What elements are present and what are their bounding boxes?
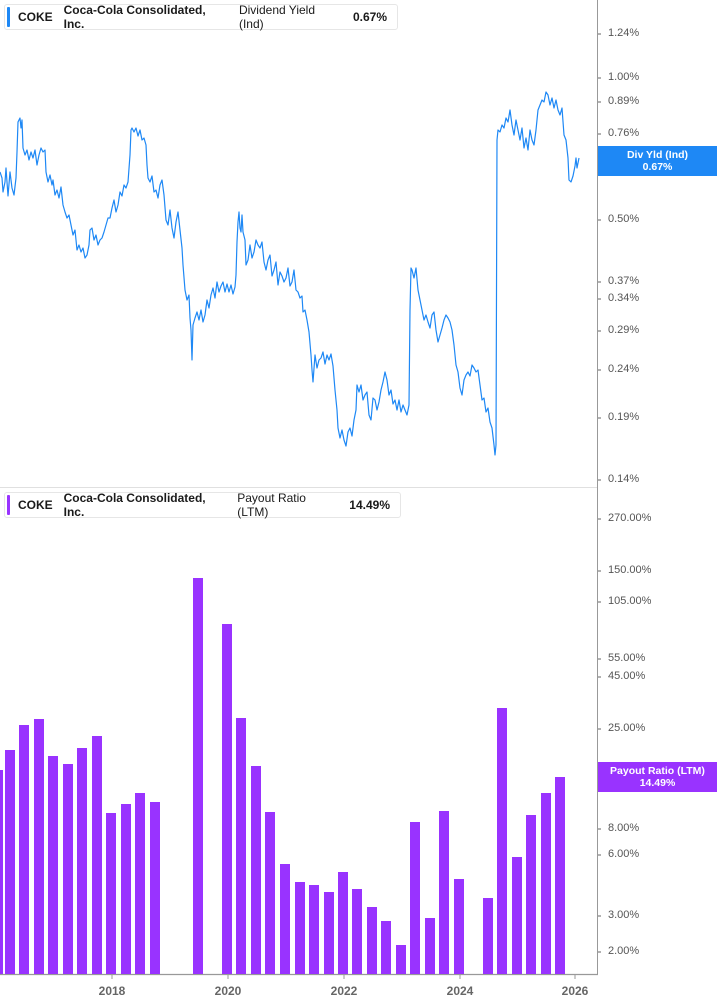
y-tick-label: 105.00% [608,595,652,607]
x-tick-label: 2020 [214,984,242,998]
x-tick-label: 2024 [446,984,474,998]
bar [150,802,160,974]
y-axis-ticks-top [598,33,601,481]
bar [425,918,435,974]
bar [0,770,3,974]
bar [454,879,464,974]
bar [222,624,232,974]
bar [396,945,406,974]
bar [48,756,58,974]
bar [77,748,87,974]
y-tick-label: 1.00% [608,71,640,83]
y-tick-label: 1.24% [608,27,640,39]
dividend-yield-legend: COKE Coca-Cola Consolidated, Inc. Divide… [4,3,398,31]
y-tick-label: 8.00% [608,822,640,834]
legend-ticker: COKE [17,498,53,512]
y-axis-ticks-bottom [598,518,601,953]
badge-label: Div Yld (Ind) [626,149,689,161]
legend-value: 14.49% [349,498,390,512]
bar [381,921,391,974]
x-axis-ticks [111,974,576,979]
bar [410,822,420,974]
badge-label: Payout Ratio (LTM) [610,765,705,777]
bar [526,815,536,974]
payout-ratio-bars [0,578,565,974]
bar [483,898,493,974]
bar [121,804,131,974]
bar [295,882,305,974]
x-tick-label: 2022 [330,984,358,998]
x-tick-label: 2018 [98,984,126,998]
bar [265,812,275,974]
legend-company: Coca-Cola Consolidated, Inc. [63,491,206,519]
y-tick-label: 55.00% [608,652,646,664]
y-tick-label: 0.14% [608,473,640,485]
bar [5,750,15,974]
dividend-yield-line [0,91,580,456]
y-tick-label: 25.00% [608,722,646,734]
bar [193,578,203,974]
y-tick-label: 0.29% [608,324,640,336]
legend-swatch-bar [7,495,10,515]
y-tick-label: 3.00% [608,909,640,921]
bar [324,892,334,974]
legend-metric: Payout Ratio (LTM) [237,491,306,519]
bar [541,793,551,974]
y-tick-label: 270.00% [608,512,652,524]
payout-ratio-legend: COKE Coca-Cola Consolidated, Inc. Payout… [4,491,401,519]
dividend-yield-badge: Div Yld (Ind) 0.67% [598,146,717,176]
bar [236,718,246,974]
bar [92,736,102,974]
bar [106,813,116,974]
y-tick-label: 0.37% [608,275,640,287]
bar [63,764,73,974]
bar [439,811,449,974]
bar [309,885,319,974]
bar [34,719,44,974]
payout-ratio-badge: Payout Ratio (LTM) 14.49% [598,762,717,792]
bar [19,725,29,974]
badge-value: 0.67% [642,161,673,173]
y-tick-label: 150.00% [608,564,652,576]
bar [251,766,261,974]
y-tick-label: 0.89% [608,95,640,107]
x-tick-label: 2026 [561,984,589,998]
bar [352,889,362,974]
y-tick-label: 0.24% [608,363,640,375]
badge-value: 14.49% [639,777,676,789]
bar [367,907,377,974]
y-tick-label: 2.00% [608,945,640,957]
y-tick-label: 0.76% [608,127,640,139]
bar [555,777,565,974]
legend-swatch-line [7,7,10,27]
bar [280,864,290,974]
y-tick-label: 6.00% [608,848,640,860]
legend-value: 0.67% [352,10,387,24]
legend-company: Coca-Cola Consolidated, Inc. [63,3,206,31]
y-tick-label: 0.34% [608,292,640,304]
legend-ticker: COKE [17,10,53,24]
y-tick-label: 0.19% [608,411,640,423]
bar [497,708,507,974]
bar [135,793,145,974]
legend-metric: Dividend Yield (Ind) [238,3,316,31]
bar [338,872,348,974]
bar [512,857,522,974]
y-tick-label: 0.50% [608,213,640,225]
y-tick-label: 45.00% [608,670,646,682]
